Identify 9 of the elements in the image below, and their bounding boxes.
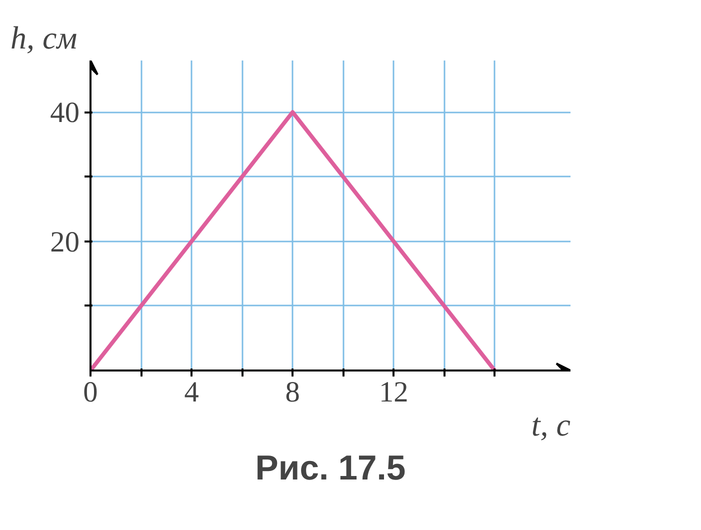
x-tick-label: 4 [184,376,200,408]
x-tick-label: 12 [378,376,408,408]
x-tick-label: 8 [285,376,300,408]
x-tick-label: 0 [83,376,98,408]
x-axis-title: t, с [531,406,570,442]
y-axis-title: h, см [10,20,78,56]
y-tick-label: 20 [50,226,80,258]
y-tick-label: 40 [50,97,80,130]
text: Рис. 17.5 [255,450,406,488]
